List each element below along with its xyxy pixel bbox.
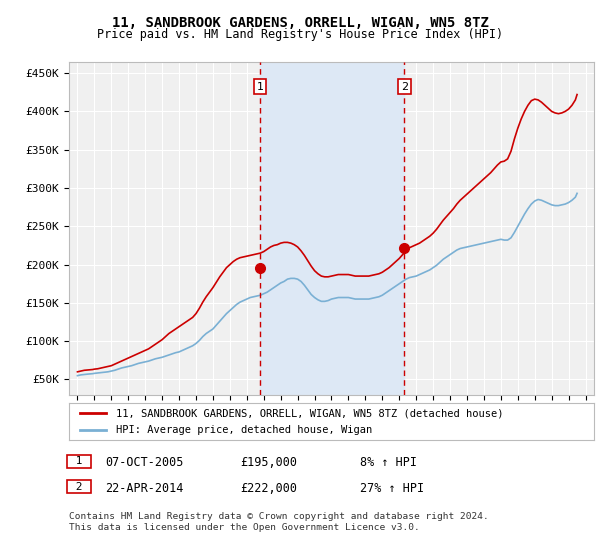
Text: Price paid vs. HM Land Registry's House Price Index (HPI): Price paid vs. HM Land Registry's House … xyxy=(97,28,503,41)
Text: 2: 2 xyxy=(401,82,408,91)
Text: 11, SANDBROOK GARDENS, ORRELL, WIGAN, WN5 8TZ (detached house): 11, SANDBROOK GARDENS, ORRELL, WIGAN, WN… xyxy=(116,408,504,418)
Text: 1: 1 xyxy=(256,82,263,91)
Text: 07-OCT-2005: 07-OCT-2005 xyxy=(105,456,184,469)
Text: £195,000: £195,000 xyxy=(240,456,297,469)
Text: Contains HM Land Registry data © Crown copyright and database right 2024.
This d: Contains HM Land Registry data © Crown c… xyxy=(69,512,489,532)
Text: 11, SANDBROOK GARDENS, ORRELL, WIGAN, WN5 8TZ: 11, SANDBROOK GARDENS, ORRELL, WIGAN, WN… xyxy=(112,16,488,30)
Text: 27% ↑ HPI: 27% ↑ HPI xyxy=(360,482,424,494)
Text: HPI: Average price, detached house, Wigan: HPI: Average price, detached house, Wiga… xyxy=(116,425,373,435)
Text: 1: 1 xyxy=(69,456,89,466)
Text: 2: 2 xyxy=(69,482,89,492)
Text: 22-APR-2014: 22-APR-2014 xyxy=(105,482,184,494)
Text: 8% ↑ HPI: 8% ↑ HPI xyxy=(360,456,417,469)
Text: £222,000: £222,000 xyxy=(240,482,297,494)
Bar xyxy=(260,62,404,395)
